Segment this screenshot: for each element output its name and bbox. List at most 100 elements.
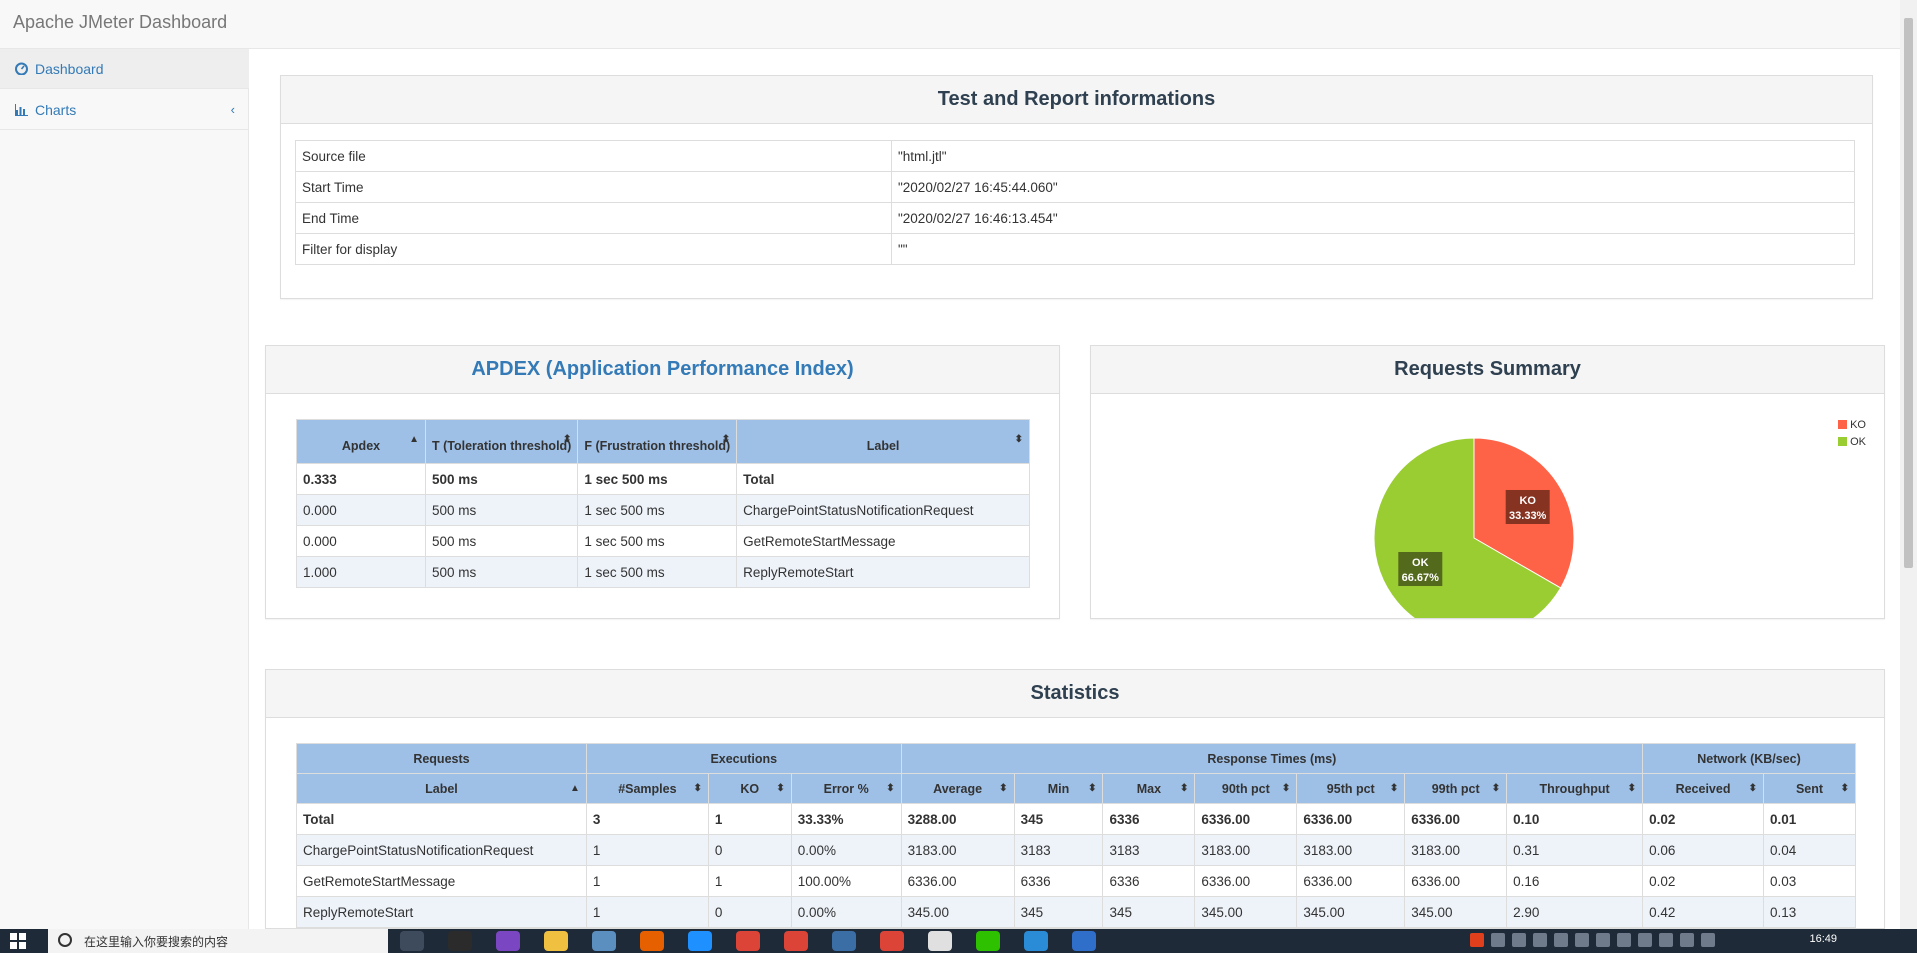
- sort-icon: ⬍: [1088, 783, 1097, 794]
- table-cell: 500 ms: [424, 556, 579, 588]
- taskbar-search-input[interactable]: 在这里输入你要搜索的内容: [48, 929, 388, 953]
- table-cell: 0.000: [296, 494, 426, 526]
- table-cell: 1.000: [296, 556, 426, 588]
- vertical-scrollbar[interactable]: [1900, 0, 1917, 929]
- task-view-icon[interactable]: [400, 931, 424, 951]
- statistics-panel: Statistics Requests Executions Response …: [265, 669, 1885, 929]
- tray-icon[interactable]: [1470, 933, 1484, 947]
- column-header[interactable]: 90th pct ⬍: [1194, 773, 1298, 804]
- app-brand[interactable]: Apache JMeter Dashboard: [13, 12, 228, 32]
- test-info-title: Test and Report informations: [281, 76, 1872, 124]
- wechat-icon[interactable]: [976, 931, 1000, 951]
- pie-label-ok: OK 66.67%: [1398, 552, 1443, 587]
- column-header[interactable]: Throughput ⬍: [1506, 773, 1644, 804]
- svg-text:66.67%: 66.67%: [1402, 572, 1440, 584]
- tray-icon[interactable]: [1596, 933, 1610, 947]
- edge-icon[interactable]: [688, 931, 712, 951]
- folder-icon[interactable]: [544, 931, 568, 951]
- scroll-thumb[interactable]: [1904, 18, 1913, 568]
- table-cell: 500 ms: [424, 494, 579, 526]
- apdex-header[interactable]: F (Frustration threshold) ⬍: [577, 419, 738, 464]
- column-header[interactable]: 95th pct ⬍: [1296, 773, 1406, 804]
- table-cell: 345: [1013, 803, 1104, 835]
- table-cell: Total: [296, 803, 587, 835]
- tray-icon[interactable]: [1575, 933, 1589, 947]
- column-header[interactable]: Error % ⬍: [790, 773, 902, 804]
- info-row: Source file "html.jtl": [295, 140, 1855, 172]
- tray-icon[interactable]: [1491, 933, 1505, 947]
- column-header[interactable]: 99th pct ⬍: [1404, 773, 1508, 804]
- column-header[interactable]: Min ⬍: [1013, 773, 1104, 804]
- tray-icon[interactable]: [1701, 933, 1715, 947]
- table-cell: 0.03: [1762, 865, 1857, 897]
- table-cell: 0.01: [1762, 803, 1857, 835]
- apdex-header[interactable]: Label ⬍: [736, 419, 1030, 464]
- table-cell: 3183.00: [1194, 834, 1298, 866]
- tray-icon[interactable]: [1680, 933, 1694, 947]
- legend-item-ko[interactable]: KO: [1838, 416, 1866, 433]
- column-header[interactable]: Sent ⬍: [1762, 773, 1857, 804]
- app-icon[interactable]: [1072, 931, 1096, 951]
- tray-icon[interactable]: [1554, 933, 1568, 947]
- apdex-title[interactable]: APDEX (Application Performance Index): [266, 346, 1059, 394]
- bar-chart-icon: [14, 103, 28, 117]
- table-cell: 0.333: [296, 463, 426, 495]
- tray-icon[interactable]: [1617, 933, 1631, 947]
- info-value: "html.jtl": [891, 140, 1855, 172]
- taskbar-clock[interactable]: 16:49: [1809, 933, 1837, 945]
- app-icon[interactable]: [832, 931, 856, 951]
- table-cell: 1: [585, 834, 709, 866]
- sort-asc-icon: ▲: [409, 434, 419, 445]
- teamviewer-icon[interactable]: [1024, 931, 1048, 951]
- chart-legend: KO OK: [1838, 416, 1866, 450]
- chevron-left-icon[interactable]: ‹: [230, 102, 235, 117]
- app-icon[interactable]: [592, 931, 616, 951]
- sort-icon: ⬍: [1180, 783, 1189, 794]
- tray-icon[interactable]: [1659, 933, 1673, 947]
- table-cell: 1: [585, 896, 709, 928]
- terminal-icon[interactable]: [448, 931, 472, 951]
- info-row: End Time "2020/02/27 16:46:13.454": [295, 202, 1855, 234]
- apdex-header[interactable]: Apdex ▲: [296, 419, 426, 464]
- sidebar-item-charts[interactable]: Charts ‹: [0, 90, 249, 130]
- column-header[interactable]: Received ⬍: [1642, 773, 1764, 804]
- column-header[interactable]: Label ▲: [296, 773, 587, 804]
- column-header[interactable]: Max ⬍: [1102, 773, 1196, 804]
- windows-start-icon[interactable]: [10, 933, 26, 949]
- table-cell: 0.02: [1642, 865, 1764, 897]
- legend-item-ok[interactable]: OK: [1838, 433, 1866, 450]
- info-value: "2020/02/27 16:45:44.060": [891, 171, 1855, 203]
- sort-icon: ⬍: [562, 434, 572, 445]
- tray-icon[interactable]: [1638, 933, 1652, 947]
- tray-icon[interactable]: [1533, 933, 1547, 947]
- apdex-header[interactable]: T (Toleration threshold) ⬍: [424, 419, 579, 464]
- table-cell: 1: [707, 803, 792, 835]
- chrome-icon[interactable]: [784, 931, 808, 951]
- column-header[interactable]: #Samples ⬍: [585, 773, 709, 804]
- table-cell: 6336.00: [1404, 803, 1508, 835]
- chrome-icon[interactable]: [880, 931, 904, 951]
- sort-icon: ⬍: [1491, 783, 1501, 794]
- table-cell: 0.13: [1762, 896, 1857, 928]
- table-row: 0.000 500 ms 1 sec 500 ms GetRemoteStartMes…: [296, 525, 1030, 557]
- pie-label-ko: KO 33.33%: [1505, 489, 1550, 524]
- table-cell: 3183.00: [1296, 834, 1406, 866]
- table-cell: 345.00: [1404, 896, 1508, 928]
- tray-icon[interactable]: [1512, 933, 1526, 947]
- sort-icon: ⬍: [1748, 783, 1757, 794]
- chrome-icon[interactable]: [736, 931, 760, 951]
- sort-icon: ⬍: [1281, 783, 1291, 794]
- table-cell: 3288.00: [900, 803, 1015, 835]
- firefox-icon[interactable]: [640, 931, 664, 951]
- legend-swatch: [1838, 420, 1848, 429]
- column-header[interactable]: Average ⬍: [900, 773, 1015, 804]
- group-header: Network (KB/sec): [1642, 743, 1856, 774]
- table-cell: 345: [1102, 896, 1196, 928]
- table-cell: 6336: [1102, 803, 1196, 835]
- dashboard-icon: [14, 62, 28, 76]
- notepad-icon[interactable]: [928, 931, 952, 951]
- table-cell: 0: [707, 834, 792, 866]
- column-header[interactable]: KO ⬍: [707, 773, 792, 804]
- app-icon[interactable]: [496, 931, 520, 951]
- sidebar-item-dashboard[interactable]: Dashboard: [0, 49, 249, 89]
